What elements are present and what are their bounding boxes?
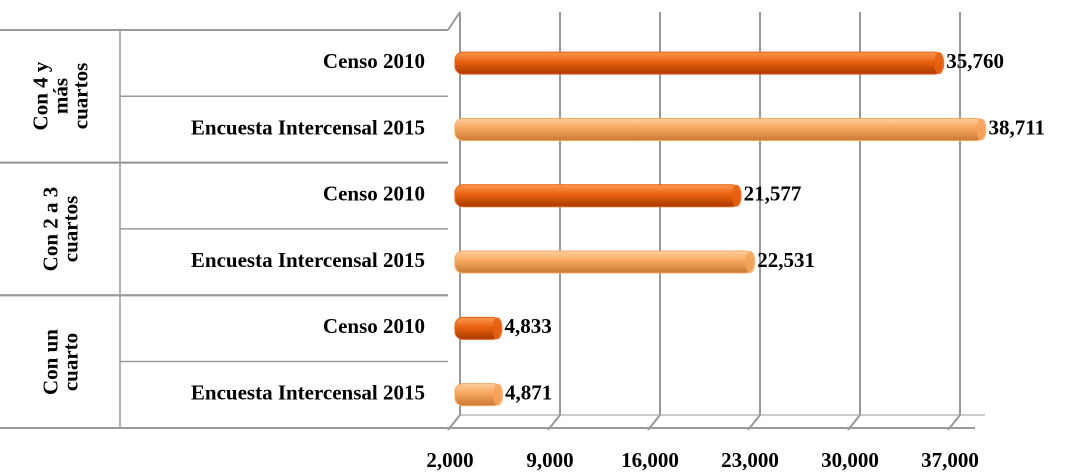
value-label: 4,833 xyxy=(504,314,551,338)
bar-cap xyxy=(745,251,756,274)
value-label: 38,711 xyxy=(988,115,1045,139)
x-tick-label: 30,000 xyxy=(821,448,879,472)
wall-edge xyxy=(447,11,461,31)
bar-cap xyxy=(492,317,503,340)
grid-line xyxy=(647,12,661,431)
x-tick-label: 16,000 xyxy=(621,448,679,472)
row-label: Censo 2010 xyxy=(323,314,425,338)
group-label: Con 4 y más cuartos xyxy=(28,61,92,131)
group-label: Con 2 a 3 cuartos xyxy=(38,186,82,272)
x-tick-label: 2,000 xyxy=(426,448,473,472)
bar xyxy=(454,184,741,208)
group-label: Con un cuarto xyxy=(38,328,82,395)
value-label: 22,531 xyxy=(757,248,815,272)
row-label: Encuesta Intercensal 2015 xyxy=(191,380,425,404)
row-label: Encuesta Intercensal 2015 xyxy=(191,248,425,272)
x-tick-label: 37,000 xyxy=(921,448,979,472)
bar-cap xyxy=(731,184,742,207)
x-tick-label: 9,000 xyxy=(526,448,573,472)
grid-line xyxy=(847,12,861,431)
bar xyxy=(454,51,943,75)
row-label: Censo 2010 xyxy=(323,49,425,73)
bar-cap xyxy=(976,118,987,141)
grid-line xyxy=(547,12,561,431)
grid-line xyxy=(447,12,461,431)
x-tick-label: 23,000 xyxy=(721,448,779,472)
grid-line xyxy=(747,12,761,431)
bar xyxy=(454,250,754,274)
bar-cap xyxy=(493,383,504,406)
value-label: 35,760 xyxy=(946,49,1004,73)
bar xyxy=(454,117,985,141)
bar-cap xyxy=(934,52,945,75)
row-label: Censo 2010 xyxy=(323,182,425,206)
grid-line xyxy=(947,12,961,431)
value-label: 21,577 xyxy=(744,182,802,206)
row-label: Encuesta Intercensal 2015 xyxy=(191,115,425,139)
value-label: 4,871 xyxy=(505,380,552,404)
